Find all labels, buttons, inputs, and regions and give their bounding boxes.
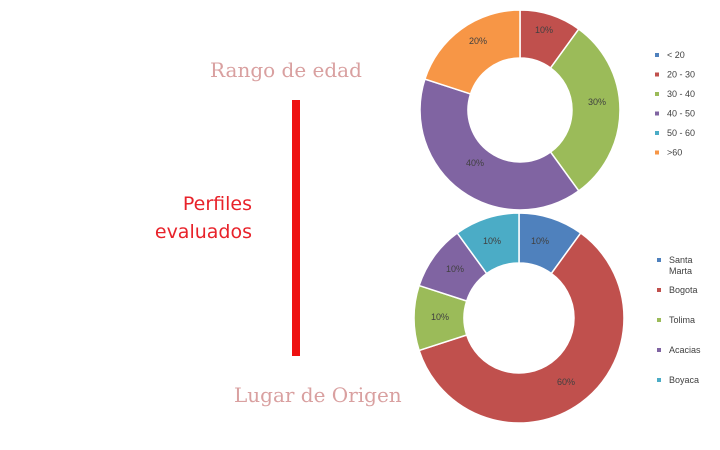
legend-label: 20 - 30	[667, 70, 695, 80]
legend-item: Acacias	[657, 345, 701, 355]
legend-label: 50 - 60	[667, 128, 695, 138]
legend-label: Tolima	[669, 315, 695, 325]
data-label: 10%	[535, 25, 553, 35]
legend-swatch	[655, 72, 659, 77]
legend-item: Boyaca	[657, 375, 699, 385]
legend-swatch	[655, 92, 659, 96]
legend-label: 40 - 50	[667, 109, 695, 119]
legend-swatch	[657, 378, 661, 382]
red-divider	[292, 100, 300, 356]
legend-label: Santa	[669, 255, 693, 265]
legend-label: Boyaca	[669, 375, 699, 385]
slice-bogota	[418, 232, 625, 424]
data-label: 10%	[446, 264, 464, 274]
legend-item: < 20	[655, 50, 685, 60]
slice--60	[423, 9, 521, 95]
legend-label: Marta	[669, 266, 692, 276]
data-label: 10%	[431, 312, 449, 322]
data-label: 20%	[469, 36, 487, 46]
legend-item: >60	[655, 148, 682, 158]
slice-30-40	[549, 28, 621, 192]
slice-boyaca	[456, 212, 520, 275]
legend-label: < 20	[667, 50, 685, 60]
legend-label: 30 - 40	[667, 89, 695, 99]
data-label: 30%	[588, 97, 606, 107]
legend-swatch	[657, 348, 661, 352]
legend-item: 40 - 50	[655, 109, 695, 119]
age-range-title: Rango de edad	[210, 58, 362, 82]
donut-chart-1: 10% 30% 40% 20% < 20 20 - 30 30 - 40 40 - 50 50 …	[419, 9, 695, 211]
legend-swatch	[657, 288, 661, 292]
legend-label: >60	[667, 148, 682, 158]
legend-label: Bogota	[669, 285, 698, 295]
data-label: 40%	[466, 158, 484, 168]
data-label: 10%	[531, 236, 549, 246]
legend-swatch	[655, 53, 659, 57]
slice-40-50	[419, 78, 580, 211]
data-label: 60%	[557, 377, 575, 387]
legend-item: Tolima	[657, 315, 695, 325]
profiles-title-line2: evaluados	[154, 221, 252, 243]
legend-item: Bogota	[657, 285, 698, 295]
legend-swatch	[657, 318, 661, 322]
legend-label: Acacias	[669, 345, 701, 355]
origin-title: Lugar de Origen	[234, 383, 402, 407]
legend-swatch	[655, 111, 659, 116]
legend-item: 30 - 40	[655, 89, 695, 99]
data-label: 10%	[483, 236, 501, 246]
legend-item: 20 - 30	[655, 70, 695, 80]
profiles-title: Perfiles evaluados	[130, 190, 252, 246]
profiles-title-line1: Perfiles	[182, 193, 252, 215]
legend-swatch	[657, 258, 661, 262]
legend-swatch	[655, 150, 659, 155]
legend-swatch	[655, 131, 659, 135]
legend-item: 50 - 60	[655, 128, 695, 138]
